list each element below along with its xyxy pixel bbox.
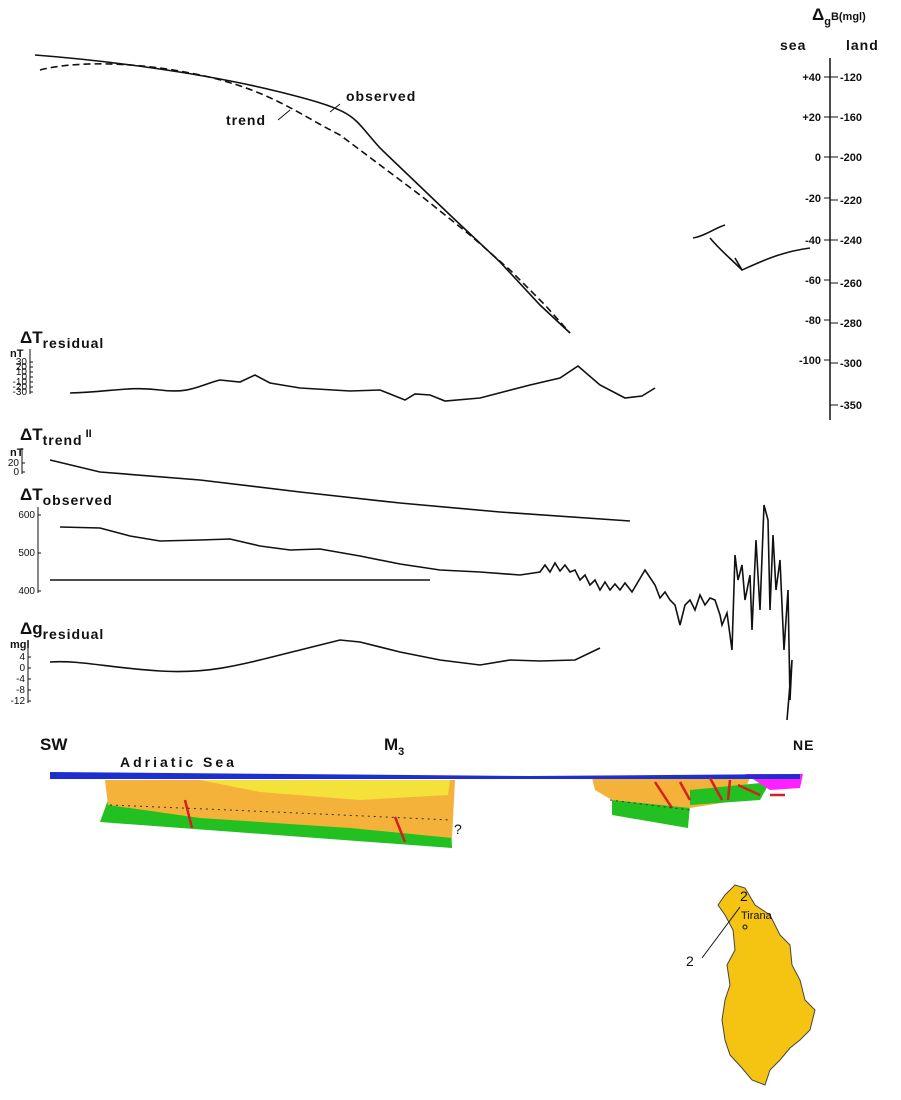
faults (183, 777, 785, 843)
panel-title: Δgresidual (20, 619, 104, 642)
curve-label: observed (346, 88, 416, 104)
land-tick: -260 (840, 278, 862, 290)
label: B(mgl) (831, 11, 866, 23)
subscript: residual (43, 626, 105, 642)
symbol: Δg (20, 619, 43, 638)
profile-sub: 3 (398, 746, 404, 758)
superscript: II (86, 428, 92, 440)
land-tick: -120 (840, 72, 862, 84)
symbol: ΔT (20, 485, 43, 504)
unit: mgl (10, 639, 30, 651)
curve-label: trend (226, 112, 266, 128)
city-label: Tirana (741, 910, 773, 922)
delta: Δ (812, 5, 824, 24)
panel-title: ΔTobserved (20, 485, 113, 508)
sea-tick: -100 (799, 355, 821, 367)
tick-label: 20 (8, 458, 20, 469)
land-tick: -240 (840, 235, 862, 247)
tick-label: -30 (13, 387, 28, 398)
subscript: observed (43, 492, 113, 508)
sea-tick: -20 (805, 193, 821, 205)
observed-curve (34, 54, 571, 334)
residual-grav-curve (49, 639, 601, 673)
map-label: 2 (740, 888, 749, 904)
sea-name: Adriatic Sea (120, 754, 237, 770)
tick-label: 30 (16, 357, 28, 368)
map-label: 2 (686, 953, 695, 969)
tick-label: 0 (13, 467, 19, 478)
albania-map (717, 884, 816, 1086)
tick-label: -10 (13, 377, 28, 388)
contact (109, 799, 691, 821)
land-tick: -200 (840, 152, 862, 164)
profile-line (701, 906, 741, 959)
sea-tick: +40 (802, 72, 821, 84)
sw-label: SW (40, 735, 68, 754)
ne-label: NE (793, 737, 814, 753)
tick-label: -12 (11, 696, 26, 707)
tick-label: 0 (21, 372, 27, 383)
subscript: trend (43, 432, 83, 448)
sea-tick: -60 (805, 275, 821, 287)
tick-label: -8 (16, 685, 25, 696)
sea-tick: -40 (805, 235, 821, 247)
trend-curve (39, 63, 571, 334)
layer (200, 780, 450, 800)
tick-label: 20 (16, 362, 28, 373)
land-tick: -220 (840, 195, 862, 207)
unit: nT (10, 348, 24, 360)
profile-label: M3 (384, 735, 404, 758)
tick-label: 0 (19, 663, 25, 674)
panel-title: ΔTresidual (20, 328, 104, 351)
scale-title: ΔgB(mgl) (812, 5, 866, 28)
sub: g (824, 16, 831, 28)
sea-label: sea (780, 37, 806, 53)
profile: M (384, 735, 398, 754)
symbol: ΔT (20, 328, 43, 347)
cross-section (50, 772, 803, 848)
subscript: residual (43, 335, 105, 351)
leader (329, 103, 341, 113)
sea-tick: 0 (815, 152, 821, 164)
sea-tick: +20 (802, 112, 821, 124)
layer (690, 782, 770, 805)
land-tick: -160 (840, 112, 862, 124)
panel-title: ΔTtrend II (20, 425, 92, 448)
unit: nT (10, 447, 24, 459)
land-label: land (846, 37, 879, 53)
tick-label: 400 (18, 586, 35, 597)
query-mark: ? (454, 821, 463, 837)
observed-mag-curve (59, 504, 793, 721)
land-tick: -280 (840, 318, 862, 330)
sea-layer (50, 772, 800, 779)
city-dot (742, 924, 748, 930)
land-tick: -350 (840, 400, 862, 412)
tick-label: 10 (16, 367, 28, 378)
sketch (692, 224, 811, 271)
tick-label: -4 (16, 674, 25, 685)
residual-mag-curve (69, 364, 656, 402)
tick-label: 4 (19, 652, 25, 663)
tick-label: 500 (18, 548, 35, 559)
tick-label: -20 (13, 382, 28, 393)
symbol: ΔT (20, 425, 43, 444)
gravity-scale: ΔgB(mgl) sea land +40 +20 0 -20 -40 -60 -80 -10… (780, 5, 879, 420)
leader (277, 109, 291, 121)
land-tick: -300 (840, 358, 862, 370)
trend-mag-curve (49, 459, 631, 522)
tick-label: 600 (18, 510, 35, 521)
sea-tick: -80 (805, 315, 821, 327)
